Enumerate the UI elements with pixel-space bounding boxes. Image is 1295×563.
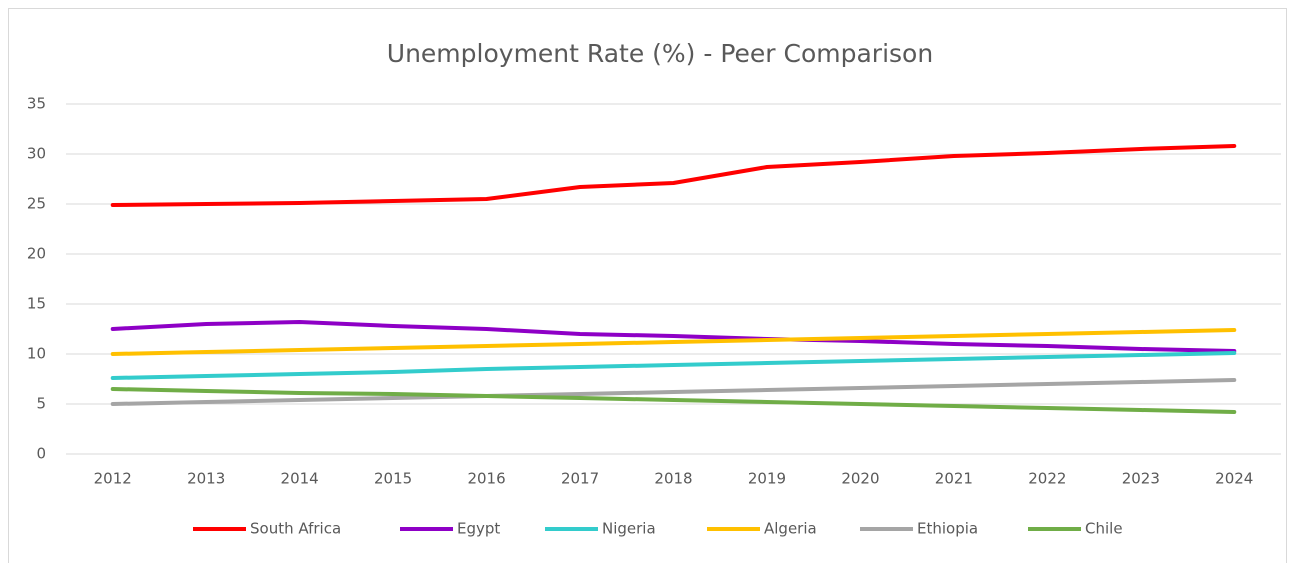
y-tick-label: 35 — [27, 95, 46, 113]
y-tick-label: 30 — [27, 145, 46, 163]
x-tick-label: 2013 — [187, 470, 225, 488]
x-tick-label: 2021 — [935, 470, 973, 488]
line-series — [110, 328, 1237, 356]
legend-label: Chile — [1085, 520, 1123, 538]
x-tick-label: 2024 — [1215, 470, 1253, 488]
chart-border — [8, 8, 1287, 563]
y-tick-label: 5 — [36, 395, 46, 413]
x-tick-label: 2014 — [281, 470, 319, 488]
legend-label: Ethiopia — [917, 520, 978, 538]
x-tick-label: 2018 — [654, 470, 692, 488]
chart-title: Unemployment Rate (%) - Peer Comparison — [387, 39, 933, 68]
y-tick-label: 15 — [27, 295, 46, 313]
legend-label: Nigeria — [602, 520, 656, 538]
x-tick-label: 2019 — [748, 470, 786, 488]
x-tick-label: 2023 — [1122, 470, 1160, 488]
legend-label: South Africa — [250, 520, 341, 538]
x-tick-label: 2022 — [1028, 470, 1066, 488]
legend-label: Algeria — [764, 520, 817, 538]
x-tick-label: 2012 — [94, 470, 132, 488]
y-tick-label: 25 — [27, 195, 46, 213]
legend-label: Egypt — [457, 520, 500, 538]
y-tick-label: 10 — [27, 345, 46, 363]
line-series — [110, 320, 1237, 353]
y-tick-label: 0 — [36, 445, 46, 463]
x-tick-label: 2016 — [467, 470, 505, 488]
line-series — [110, 378, 1237, 406]
line-series — [110, 351, 1237, 380]
x-tick-label: 2020 — [841, 470, 879, 488]
line-series — [110, 387, 1237, 414]
line-series — [110, 144, 1237, 207]
x-tick-label: 2015 — [374, 470, 412, 488]
y-tick-label: 20 — [27, 245, 46, 263]
x-tick-label: 2017 — [561, 470, 599, 488]
